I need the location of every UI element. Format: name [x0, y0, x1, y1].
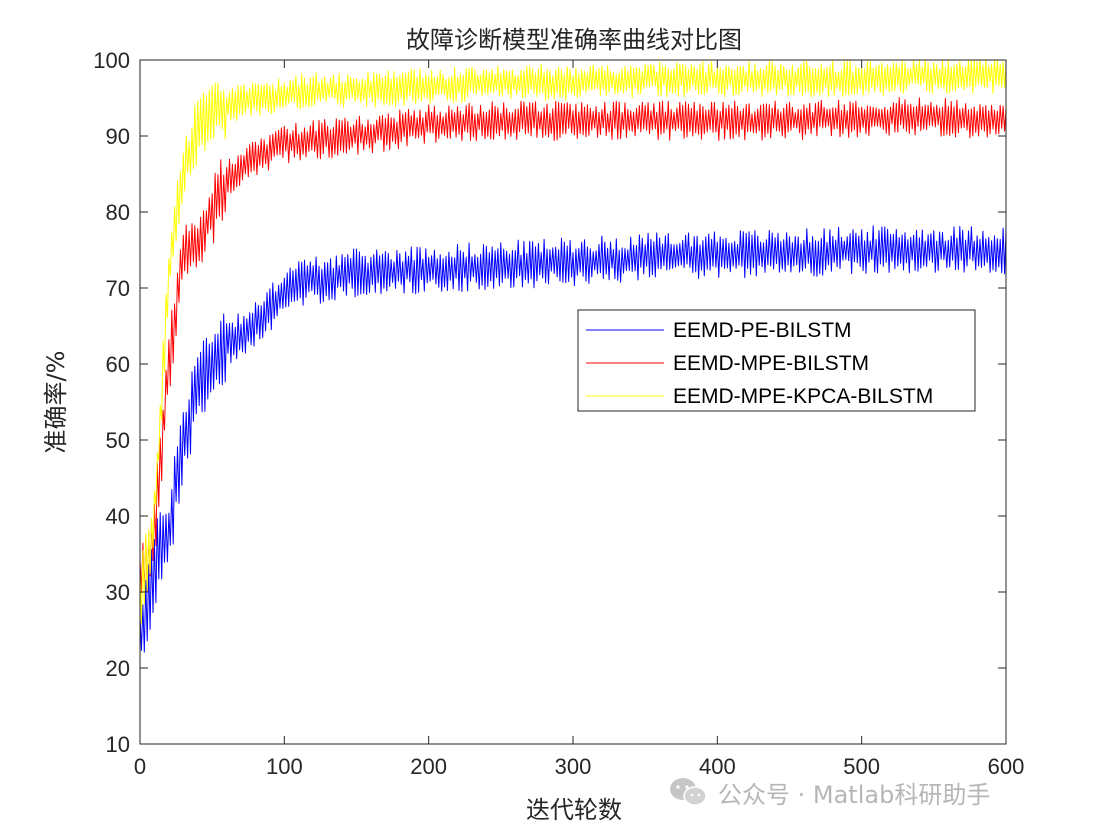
- y-tick-label: 100: [93, 48, 130, 73]
- x-tick-label: 100: [266, 754, 303, 779]
- legend-label: EEMD-MPE-BILSTM: [673, 352, 869, 375]
- y-tick-label: 30: [106, 580, 130, 605]
- series-line-1: [139, 225, 1007, 653]
- y-tick-label: 70: [106, 276, 130, 301]
- legend: EEMD-PE-BILSTM EEMD-MPE-BILSTM EEMD-MPE-KP…: [577, 309, 976, 412]
- x-tick-label: 400: [699, 754, 736, 779]
- legend-label: EEMD-MPE-KPCA-BILSTM: [673, 385, 933, 408]
- x-tick-label: 600: [988, 754, 1025, 779]
- x-axis-label: 迭代轮数: [526, 796, 622, 824]
- series-line-2: [139, 97, 1007, 595]
- y-tick-label: 20: [106, 656, 130, 681]
- y-tick-label: 50: [106, 428, 130, 453]
- y-tick-label: 90: [106, 124, 130, 149]
- wechat-icon: [668, 776, 708, 808]
- x-tick-label: 200: [410, 754, 447, 779]
- legend-label: EEMD-PE-BILSTM: [673, 319, 852, 342]
- y-tick-label: 60: [106, 352, 130, 377]
- legend-box: [577, 309, 976, 412]
- y-axis-label: 准确率/%: [42, 351, 70, 454]
- x-tick-label: 0: [134, 754, 146, 779]
- axis-ticks: 0 100 200 300 400 500 600 10 20 30 40 50 60 70 80 90 100: [93, 48, 1024, 779]
- y-tick-label: 80: [106, 200, 130, 225]
- y-tick-label: 40: [106, 504, 130, 529]
- x-tick-label: 500: [843, 754, 880, 779]
- watermark: 公众号 · Matlab科研助手: [668, 774, 990, 810]
- watermark-text: 公众号 · Matlab科研助手: [718, 780, 991, 809]
- chart-title: 故障诊断模型准确率曲线对比图: [406, 26, 742, 54]
- y-tick-label: 10: [106, 732, 130, 757]
- x-tick-label: 300: [555, 754, 592, 779]
